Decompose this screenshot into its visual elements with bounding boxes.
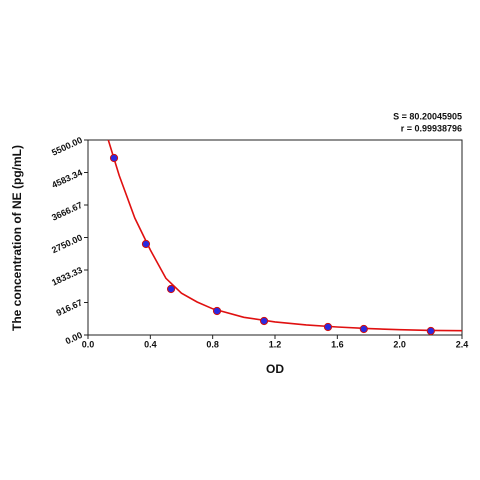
annotation: S = 80.20045905 (393, 111, 462, 121)
x-tick-label: 2.0 (393, 339, 406, 349)
x-tick-label: 0.8 (206, 339, 219, 349)
y-tick-label: 2750.00 (50, 232, 84, 255)
annotation: r = 0.99938796 (401, 123, 462, 133)
data-point (323, 322, 333, 332)
data-point (212, 306, 222, 316)
x-tick-label: 2.4 (456, 339, 469, 349)
x-tick-label: 1.6 (331, 339, 344, 349)
data-point (359, 324, 368, 334)
data-point (141, 239, 151, 249)
x-tick-label: 1.2 (269, 339, 282, 349)
data-point (426, 326, 435, 336)
x-tick-label: 0.4 (144, 339, 157, 349)
y-axis-title: The concentration of NE (pg/mL) (10, 145, 24, 331)
x-axis-title: OD (266, 362, 284, 376)
data-point (109, 153, 119, 163)
data-point (166, 284, 176, 294)
y-tick-label: 3666.67 (50, 200, 84, 223)
y-tick-label: 916.67 (55, 297, 84, 318)
x-tick-label: 0.0 (82, 339, 95, 349)
y-tick-label: 4583.34 (50, 167, 84, 190)
y-tick-label: 1833.33 (50, 265, 84, 288)
data-point (259, 316, 269, 326)
fit-curve (107, 139, 463, 332)
y-tick-label: 5500.00 (50, 135, 84, 158)
